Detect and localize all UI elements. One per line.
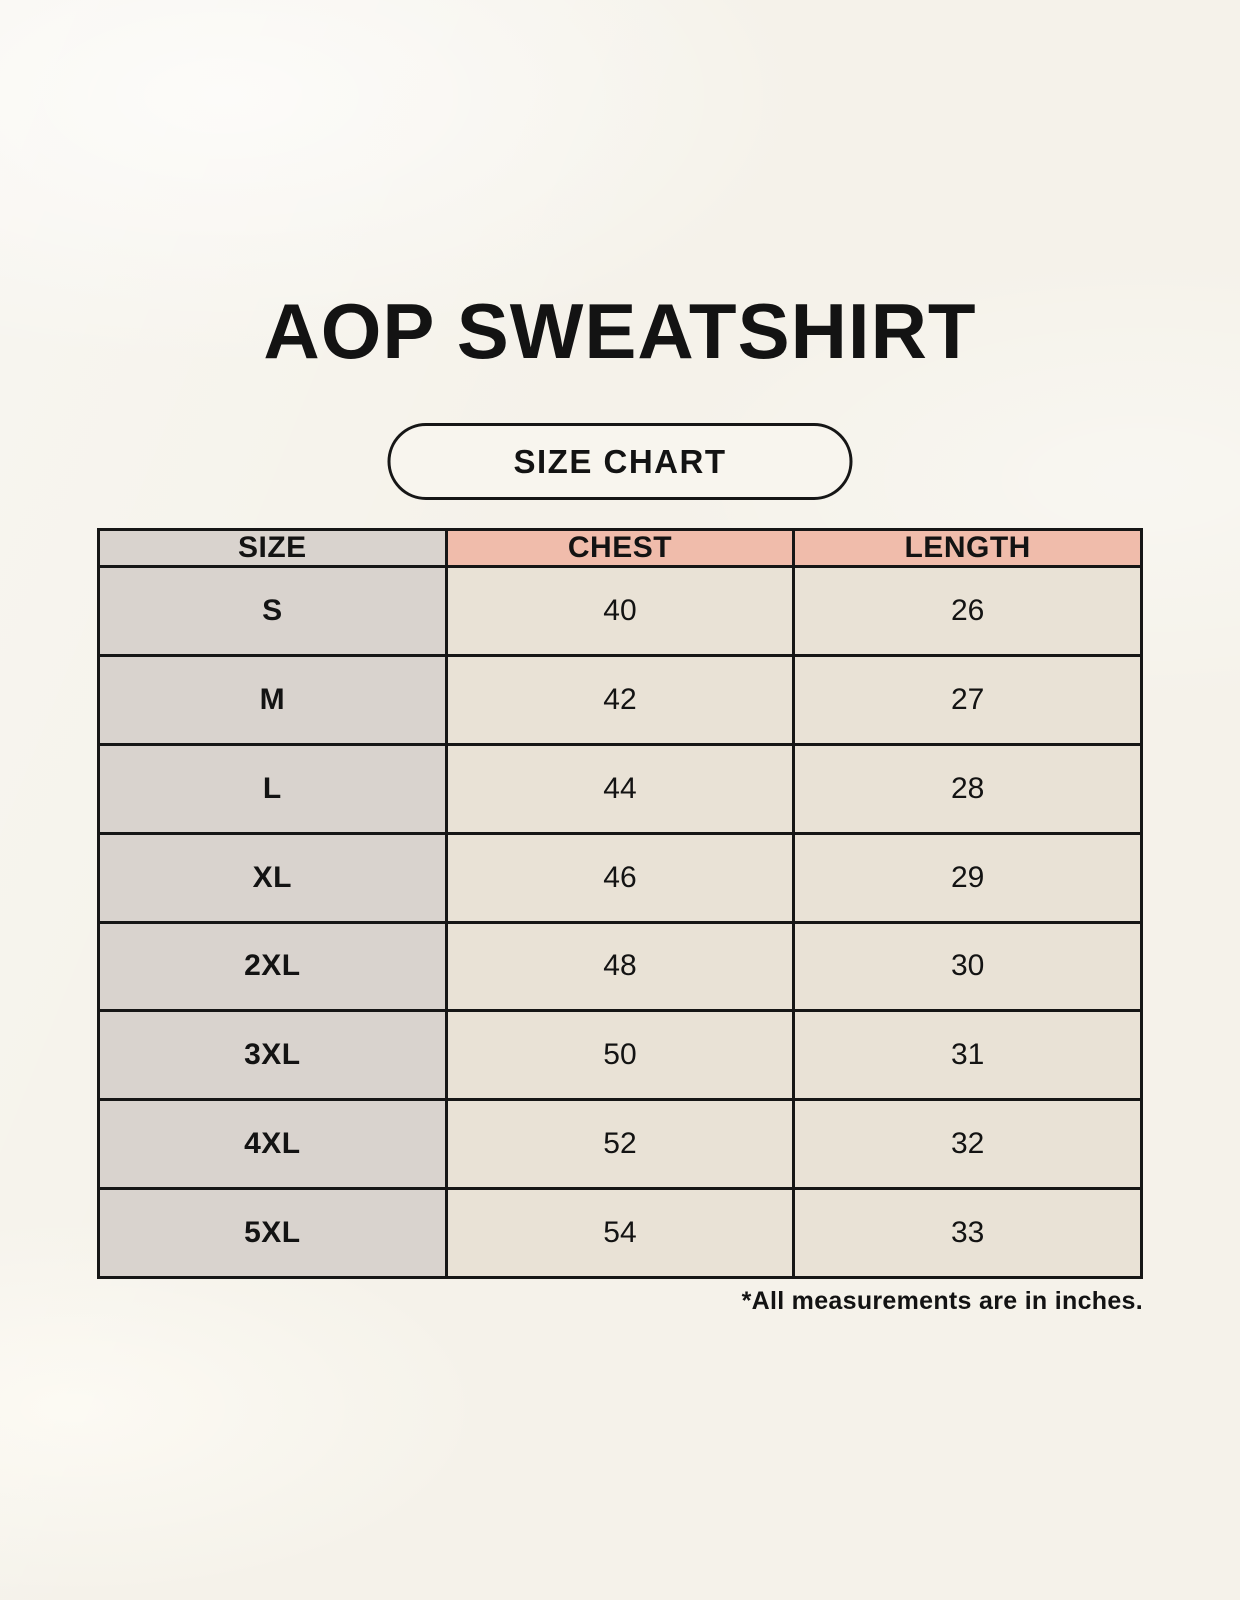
size-chart-table: SIZE CHEST LENGTH S 40 26 M 42 27 L 44 2… (97, 528, 1143, 1279)
length-cell: 32 (792, 1098, 1143, 1191)
size-cell: 4XL (97, 1098, 448, 1191)
chest-cell: 52 (444, 1098, 796, 1191)
chest-cell: 44 (444, 742, 796, 835)
table-row: XL 46 29 (97, 831, 1143, 924)
size-chart-badge-label: SIZE CHART (513, 442, 727, 480)
size-chart-badge: SIZE CHART (387, 423, 853, 500)
chest-cell: 40 (444, 565, 796, 657)
length-cell: 31 (792, 1009, 1143, 1102)
length-cell: 28 (792, 742, 1143, 835)
size-cell: XL (97, 831, 448, 924)
table-header-row: SIZE CHEST LENGTH (97, 528, 1143, 568)
length-cell: 33 (792, 1187, 1143, 1279)
column-header-size: SIZE (97, 528, 448, 568)
length-cell: 27 (792, 653, 1143, 746)
size-cell: L (97, 742, 448, 835)
chest-cell: 54 (444, 1187, 796, 1279)
table-row: 4XL 52 32 (97, 1098, 1143, 1191)
table-body: S 40 26 M 42 27 L 44 28 XL 46 29 2XL 48 … (97, 565, 1143, 1279)
measurement-units-footnote: *All measurements are in inches. (741, 1287, 1143, 1315)
length-cell: 30 (792, 920, 1143, 1013)
table-row: 2XL 48 30 (97, 920, 1143, 1013)
length-cell: 29 (792, 831, 1143, 924)
column-header-length: LENGTH (792, 528, 1143, 568)
chest-cell: 48 (444, 920, 796, 1013)
table-row: L 44 28 (97, 742, 1143, 835)
table-row: M 42 27 (97, 653, 1143, 746)
page-title: AOP SWEATSHIRT (263, 287, 977, 375)
size-cell: 3XL (97, 1009, 448, 1102)
chest-cell: 46 (444, 831, 796, 924)
size-cell: M (97, 653, 448, 746)
size-cell: S (97, 565, 448, 657)
chest-cell: 42 (444, 653, 796, 746)
length-cell: 26 (792, 565, 1143, 657)
size-cell: 5XL (97, 1187, 448, 1279)
chest-cell: 50 (444, 1009, 796, 1102)
table-row: S 40 26 (97, 565, 1143, 657)
table-row: 5XL 54 33 (97, 1187, 1143, 1279)
column-header-chest: CHEST (444, 528, 796, 568)
table-row: 3XL 50 31 (97, 1009, 1143, 1102)
size-cell: 2XL (97, 920, 448, 1013)
